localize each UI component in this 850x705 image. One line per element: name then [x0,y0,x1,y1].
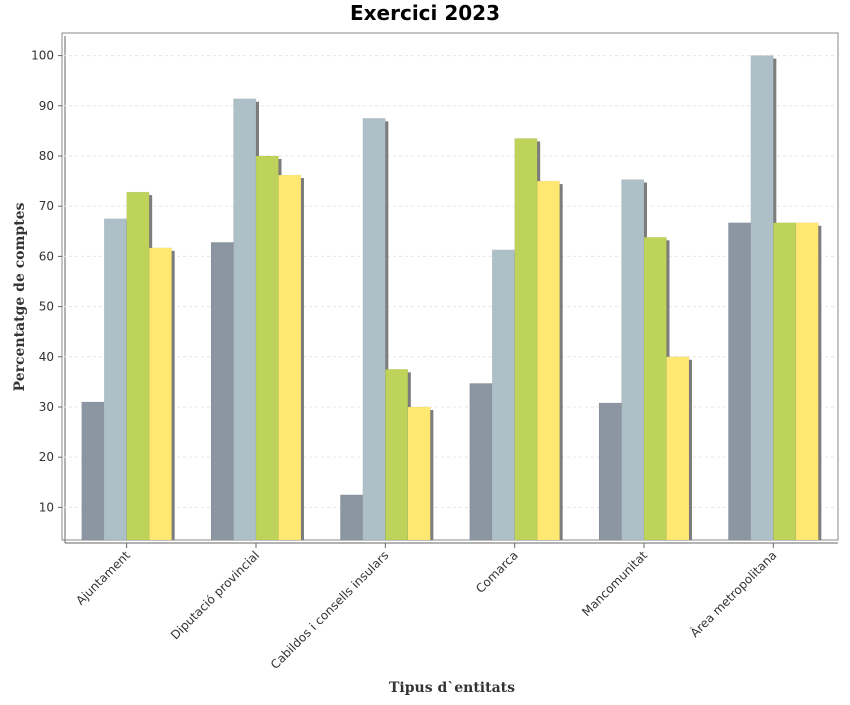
y-tick-label: 20 [39,450,54,464]
bar [750,55,774,541]
x-tick-label: Diputació provincial [168,548,262,642]
x-tick-label: Mancomunitat [579,548,650,619]
x-tick-label: Àrea metropolitana [687,548,780,641]
plot-area: 10 20 30 40 50 60 70 80 90 100 Ajuntament Diputació… [31,32,839,672]
y-tick-label: 10 [39,500,54,514]
x-tick-label: Comarca [473,548,521,596]
y-tick-label: 60 [39,249,54,263]
bar [621,179,645,541]
bar [233,98,257,541]
bar [81,401,105,541]
chart-title: Exercici 2023 [350,1,500,25]
x-axis-title: Tipus d`entitats [389,680,515,696]
bar [362,118,386,541]
bar [643,237,667,541]
bar [210,242,234,541]
bar [469,383,493,541]
y-tick-label: 100 [31,49,54,63]
y-tick-label: 90 [39,99,54,113]
x-tick-label: Cabildos i consells insulars [268,548,392,672]
bar [536,180,560,541]
y-tick-label: 30 [39,400,54,414]
y-axis-title: Percentatge de comptes [12,202,28,391]
bar [773,222,797,541]
bar [407,406,431,541]
y-tick-label: 70 [39,199,54,213]
bar [255,155,279,541]
bar [340,494,364,541]
bar [103,218,127,541]
y-tick-label: 50 [39,300,54,314]
bar [278,174,302,541]
y-tick-label: 40 [39,350,54,364]
plot-frame [61,32,839,541]
y-tick-label: 80 [39,149,54,163]
bar [598,402,622,541]
bar [666,356,690,541]
bar [491,249,515,541]
bar [148,247,172,541]
x-tick-label: Ajuntament [73,548,133,608]
bar [126,191,150,541]
bar [728,222,752,541]
bar [385,369,409,541]
bar [795,222,819,541]
bar [514,138,538,541]
